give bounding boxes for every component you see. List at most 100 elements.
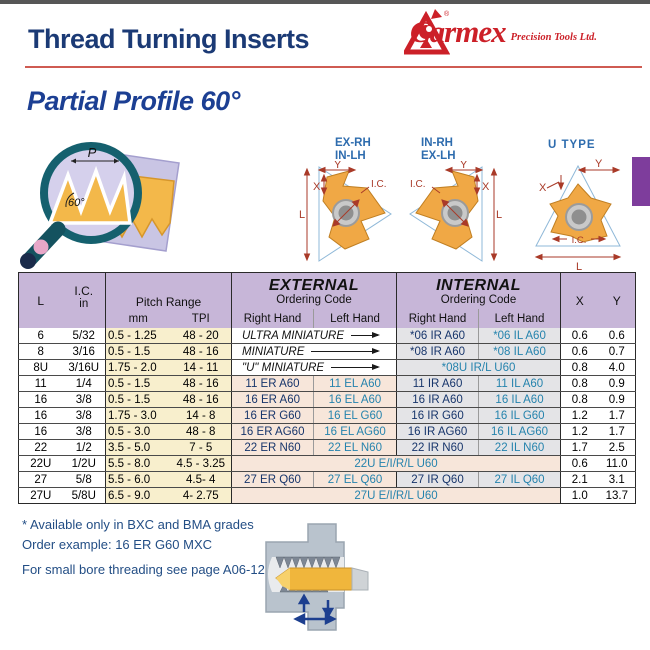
cell-y: 2.5 (598, 439, 636, 456)
dim-y: Y (334, 161, 342, 171)
cell-tpi: 4.5- 4 (170, 471, 232, 488)
cell-ext-lh: 22 EL N60 (312, 439, 397, 456)
cell-int-span: *08U IR/L U60 (396, 359, 561, 376)
cell-mm: 0.5 - 1.25 (105, 328, 171, 344)
cell-tpi: 14 - 11 (170, 359, 232, 376)
insert-diagram-ex-rh: L Y X I.C. (299, 161, 392, 262)
cell-mm: 0.5 - 1.5 (105, 375, 171, 392)
cell-tpi: 48 - 8 (170, 423, 232, 440)
cell-int-rh: *08 IR A60 (396, 343, 479, 360)
cell-ext-lh: 16 EL A60 (312, 391, 397, 408)
right-arrow-icon (331, 363, 380, 370)
col-header-mm: mm (105, 309, 171, 328)
dim-ic: I.C. (410, 179, 426, 190)
cell-ext-rh: 22 ER N60 (231, 439, 314, 456)
cell-ic: 3/8 (62, 391, 106, 408)
cell-int-lh: *08 IL A60 (478, 343, 561, 360)
right-arrow-icon (311, 347, 380, 354)
internal-threading-illustration (265, 523, 369, 631)
table-row: 8U 3/16U 1.75 - 2.0 14 - 11 "U" MINIATUR… (18, 359, 636, 376)
cell-tpi: 4.5 - 3.25 (170, 455, 232, 472)
cell-ext-rh: 16 ER AG60 (231, 423, 314, 440)
cell-int-rh: 11 IR A60 (396, 375, 479, 392)
col-header-x: X (560, 272, 599, 328)
cell-x: 0.6 (560, 328, 599, 344)
carmex-emblem-icon: ® (404, 9, 450, 55)
cell-ic: 3/16 (62, 343, 106, 360)
cell-full-span: 27U E/I/R/L U60 (230, 487, 561, 504)
cell-ic: 1/4 (62, 375, 106, 392)
page-title: Thread Turning Inserts (28, 24, 310, 54)
cell-x: 0.6 (560, 343, 599, 360)
cell-x: 0.6 (560, 455, 599, 472)
cell-ic: 5/32 (62, 328, 106, 344)
dim-ic: I.C. (371, 179, 387, 190)
cell-ext-span: ULTRA MINIATURE (230, 328, 397, 344)
cell-ext-rh: 27 ER Q60 (231, 471, 314, 488)
cell-ext-rh: 16 ER A60 (231, 391, 314, 408)
table-row: 16 3/8 0.5 - 3.0 48 - 8 16 ER AG60 16 EL… (18, 423, 636, 440)
cell-y: 0.7 (598, 343, 636, 360)
dim-l: L (576, 261, 582, 273)
cell-y: 3.1 (598, 471, 636, 488)
angle-label: 60° (68, 197, 85, 209)
cell-ic: 3/16U (62, 359, 106, 376)
header-rule (25, 66, 642, 68)
cell-tpi: 4- 2.75 (170, 487, 232, 504)
cell-y: 0.9 (598, 391, 636, 408)
insert3-label: U TYPE (548, 139, 596, 151)
cell-l: 6 (18, 328, 63, 344)
table-row: 6 5/32 0.5 - 1.25 48 - 20 ULTRA MINIATUR… (18, 328, 636, 344)
dim-l: L (299, 209, 305, 221)
col-header-pitch-range: Pitch Range (105, 272, 232, 309)
col-header-ext-rh: Right Hand (231, 309, 314, 328)
cell-l: 27 (18, 471, 63, 488)
cell-ext-rh: 11 ER A60 (231, 375, 314, 392)
cell-ic: 5/8 (62, 471, 106, 488)
col-header-tpi: TPI (170, 309, 232, 328)
cell-ext-lh: 11 EL A60 (312, 375, 397, 392)
cell-ext-span: MINIATURE (230, 343, 397, 360)
table-row: 11 1/4 0.5 - 1.5 48 - 16 11 ER A60 11 EL… (18, 375, 636, 392)
cell-l: 8 (18, 343, 63, 360)
cell-mm: 6.5 - 9.0 (105, 487, 171, 504)
table-row: 8 3/16 0.5 - 1.5 48 - 16 MINIATURE *08 I… (18, 343, 636, 360)
cell-mm: 1.75 - 3.0 (105, 407, 171, 424)
cell-ic: 5/8U (71, 489, 96, 502)
dim-y: Y (595, 158, 603, 170)
table-row: 16 3/8 1.75 - 3.0 14 - 8 16 ER G60 16 EL… (18, 407, 636, 424)
note-grades: * Available only in BXC and BMA grades (22, 517, 254, 532)
cell-l: 22U (18, 455, 63, 472)
cell-mm: 0.5 - 1.5 (105, 391, 171, 408)
cell-y: 11.0 (598, 455, 636, 472)
table-row: 22U 1/2U 5.5 - 8.0 4.5 - 3.25 22U E/I/R/… (18, 455, 636, 472)
cell-ic: 3/8 (62, 407, 106, 424)
cell-tpi: 48 - 16 (170, 391, 232, 408)
cell-ext-lh: 16 EL AG60 (312, 423, 397, 440)
dim-ic: I.C. (572, 235, 587, 246)
cell-ext-lh: 16 EL G60 (312, 407, 397, 424)
cell-l: 16 (18, 407, 63, 424)
cell-int-lh: 22 IL N60 (478, 439, 561, 456)
col-header-internal: INTERNAL Ordering Code (396, 272, 561, 309)
cell-tpi: 48 - 16 (170, 343, 232, 360)
table-row: 27U 5/8U 6.5 - 9.0 4- 2.75 27U E/I/R/L U… (19, 487, 636, 504)
cell-int-lh: 11 IL A60 (478, 375, 561, 392)
cell-y: 0.9 (598, 375, 636, 392)
thread-profile-magnifier-illustration: P 60° (20, 142, 180, 269)
col-header-external: EXTERNAL Ordering Code (230, 272, 397, 309)
cell-l: 11 (18, 375, 63, 392)
col-header-ext-lh: Left Hand (312, 309, 397, 328)
cell-int-rh: 16 IR G60 (396, 407, 479, 424)
cell-l: 16 (18, 391, 63, 408)
dim-l: L (496, 209, 502, 221)
cell-int-lh: 27 IL Q60 (478, 471, 561, 488)
cell-ext-rh: 16 ER G60 (231, 407, 314, 424)
col-header-l: L (18, 272, 63, 328)
insert2-label: IN-RH EX-LH (421, 137, 456, 162)
cell-x: 2.1 (560, 471, 599, 488)
cell-x: 0.8 (560, 391, 599, 408)
cell-int-rh: 16 IR A60 (396, 391, 479, 408)
cell-y: 4.0 (598, 359, 636, 376)
cell-mm: 3.5 - 5.0 (105, 439, 171, 456)
